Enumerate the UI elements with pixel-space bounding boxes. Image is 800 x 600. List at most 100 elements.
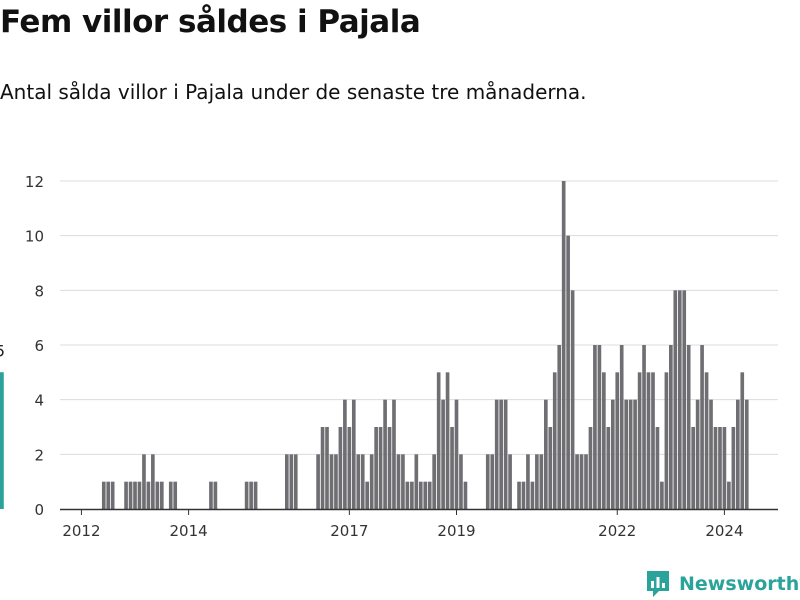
bar bbox=[490, 454, 495, 509]
bar bbox=[334, 454, 338, 509]
bar bbox=[133, 481, 137, 509]
bar bbox=[168, 481, 173, 509]
bar bbox=[124, 481, 128, 509]
bar bbox=[253, 481, 258, 509]
bar bbox=[731, 427, 736, 509]
y-tick-label: 2 bbox=[34, 446, 44, 464]
y-tick-label: 6 bbox=[34, 337, 44, 355]
bar bbox=[669, 345, 673, 509]
bar bbox=[588, 427, 593, 509]
bar bbox=[128, 481, 133, 509]
bar bbox=[499, 399, 503, 509]
bar bbox=[137, 481, 142, 509]
bar bbox=[159, 481, 164, 509]
bar bbox=[410, 481, 414, 509]
bar bbox=[646, 372, 651, 509]
bar bbox=[213, 481, 218, 509]
bar bbox=[503, 399, 508, 509]
bar bbox=[575, 454, 579, 509]
bar bbox=[485, 454, 490, 509]
bar bbox=[494, 399, 499, 509]
bar bbox=[521, 481, 526, 509]
bar bbox=[436, 372, 441, 509]
chart-title: Fem villor såldes i Pajala bbox=[0, 4, 421, 40]
bar-highlight bbox=[0, 372, 4, 509]
bar bbox=[619, 345, 624, 509]
bar bbox=[320, 427, 325, 509]
bar bbox=[338, 427, 343, 509]
bar bbox=[566, 235, 570, 510]
bar bbox=[713, 427, 718, 509]
bar bbox=[709, 399, 713, 509]
bar bbox=[142, 454, 146, 509]
bar bbox=[289, 454, 294, 509]
bar bbox=[615, 372, 620, 509]
bar bbox=[570, 290, 575, 509]
highlight-value-label: 5 bbox=[0, 341, 5, 360]
bar bbox=[284, 454, 289, 509]
bar bbox=[209, 481, 213, 509]
y-tick-label: 10 bbox=[25, 228, 44, 246]
bar bbox=[740, 372, 745, 509]
x-tick-label: 2017 bbox=[330, 522, 368, 540]
bar bbox=[445, 372, 450, 509]
bar bbox=[454, 399, 459, 509]
bar bbox=[374, 427, 378, 509]
x-tick-label: 2019 bbox=[437, 522, 475, 540]
y-tick-label: 4 bbox=[34, 392, 44, 410]
bar bbox=[155, 481, 160, 509]
bar bbox=[557, 345, 562, 509]
bar bbox=[249, 481, 253, 509]
bar bbox=[584, 454, 588, 509]
bar bbox=[606, 427, 611, 509]
bar bbox=[396, 454, 401, 509]
bar bbox=[602, 372, 606, 509]
bar bbox=[561, 181, 566, 509]
bar bbox=[695, 399, 700, 509]
bar bbox=[682, 290, 687, 509]
bar bbox=[325, 427, 329, 509]
y-tick-label: 8 bbox=[34, 282, 44, 300]
bar bbox=[686, 345, 691, 509]
bar bbox=[539, 454, 544, 509]
bar bbox=[624, 399, 629, 509]
bar bbox=[530, 481, 535, 509]
bar bbox=[673, 290, 678, 509]
bar bbox=[660, 481, 664, 509]
bar bbox=[110, 481, 115, 509]
bar bbox=[418, 481, 423, 509]
newsworthy-logo-icon bbox=[647, 571, 669, 597]
bar bbox=[441, 399, 445, 509]
bar bbox=[637, 372, 642, 509]
brand-name: Newsworthy bbox=[679, 573, 800, 595]
bar bbox=[552, 372, 557, 509]
bar bbox=[463, 481, 468, 509]
bar bbox=[414, 454, 419, 509]
bar bbox=[691, 427, 696, 509]
brand-logo: Newsworthy bbox=[645, 570, 800, 598]
y-axis: 0 2 4 6 8 10 12 bbox=[25, 173, 44, 519]
bar bbox=[517, 481, 521, 509]
bar bbox=[677, 290, 682, 509]
bar bbox=[593, 345, 597, 509]
bar bbox=[383, 399, 387, 509]
bar bbox=[151, 454, 155, 509]
bar bbox=[610, 399, 615, 509]
bar bbox=[722, 427, 727, 509]
bar bbox=[526, 454, 530, 509]
x-tick-label: 2022 bbox=[598, 522, 636, 540]
bar bbox=[392, 399, 396, 509]
bar bbox=[579, 454, 584, 509]
bar bbox=[535, 454, 539, 509]
bar bbox=[293, 454, 298, 509]
bar bbox=[597, 345, 602, 509]
bar bbox=[351, 399, 356, 509]
bar bbox=[316, 454, 320, 509]
x-axis: 2012 2014 2017 2019 2022 2024 bbox=[60, 508, 778, 540]
gridlines bbox=[60, 180, 778, 455]
bar bbox=[343, 399, 347, 509]
bar bbox=[401, 454, 405, 509]
bar bbox=[633, 399, 637, 509]
bar bbox=[727, 481, 731, 509]
bar bbox=[405, 481, 410, 509]
